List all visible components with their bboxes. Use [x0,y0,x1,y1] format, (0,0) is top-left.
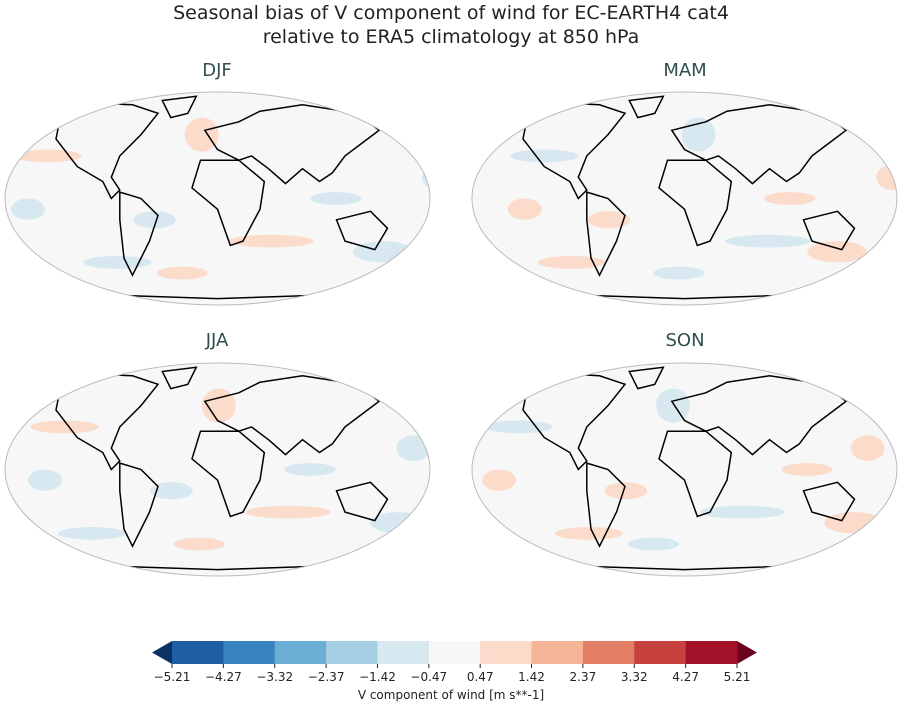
colorbar-tick-label: 1.42 [518,670,545,684]
bias-region [850,435,885,461]
panel-title-jja: JJA [205,330,229,351]
bias-region [653,266,705,280]
colorbar-segment [428,641,481,664]
coastlines [522,95,856,300]
coastlines [522,366,856,571]
colorbar-segment [377,641,430,664]
bias-region [421,164,430,190]
bias-region [150,482,193,500]
colorbar-segment [634,641,687,664]
bias-region [353,241,413,263]
bias-region [228,234,314,248]
panel-title-djf: DJF [202,60,232,81]
map-jja [5,363,430,576]
bias-region [370,512,430,534]
bias-region [681,117,716,152]
map-boundary [471,362,898,577]
colorbar-extend-low [152,641,172,664]
bias-region [604,482,648,500]
colorbar-tick-label: 3.32 [620,670,648,684]
map-boundary [4,91,431,306]
bias-region [781,463,833,476]
bias-region [482,469,517,491]
bias-region [310,192,362,205]
panel-title-son: SON [665,330,705,351]
bias-region [173,537,225,551]
bias-region [245,505,331,519]
colorbar-segment [480,641,533,664]
bias-region [133,211,176,229]
map-mam [472,92,897,305]
bias-region [824,512,884,534]
colorbar-tick-label: −5.21 [153,670,191,684]
coastlines [55,95,389,300]
bias-region [58,527,127,540]
bias-region [510,149,579,163]
map-boundary [471,91,898,306]
colorbar-segment [531,641,584,664]
bias-region [537,256,606,269]
bias-region [699,505,785,519]
colorbar-segment [685,641,738,664]
colorbar-segment [172,641,224,664]
colorbar-segment [582,641,635,664]
colorbar-tick-label: −0.47 [410,670,448,684]
colorbar-extend-high [737,641,757,664]
colorbar-segment [223,641,276,664]
figure-title-line1: Seasonal bias of V component of wind for… [173,2,729,24]
bias-region [27,469,62,491]
bias-region [30,420,99,434]
colorbar-tick-label: −2.37 [307,670,345,684]
bias-region [13,149,82,163]
map-djf [5,92,430,305]
bias-region [587,211,631,229]
colorbar-tick-label: 2.37 [569,670,597,684]
bias-region [484,420,553,434]
bias-region [764,192,816,205]
colorbar-tick-label: −1.42 [359,670,396,684]
colorbar-tick-label: −3.32 [256,670,294,684]
colorbar-segment [326,641,378,664]
colorbar-tick-label: 0.47 [466,670,494,684]
figure-title-line2: relative to ERA5 climatology at 850 hPa [262,26,640,48]
bias-region [627,537,679,551]
bias-region [725,234,811,248]
bias-region [201,388,236,423]
coastlines [55,366,389,571]
bias-region [10,198,45,220]
bias-region [554,527,623,540]
panel-title-mam: MAM [663,60,707,81]
bias-region [396,435,430,461]
colorbar-label: V component of wind [m s**-1] [357,688,545,702]
bias-region [156,266,208,280]
colorbar-tick-label: 4.27 [672,670,699,684]
bias-region [83,256,152,269]
bias-region [507,198,542,220]
map-boundary [4,362,431,577]
colorbar-tick-label: 5.21 [723,670,751,684]
bias-region [807,241,867,263]
bias-region [656,388,691,423]
bias-region [284,463,336,476]
bias-region [184,117,219,152]
colorbar-segment [274,641,327,664]
colorbar-tick-label: −4.27 [204,670,242,684]
map-son [472,363,897,576]
